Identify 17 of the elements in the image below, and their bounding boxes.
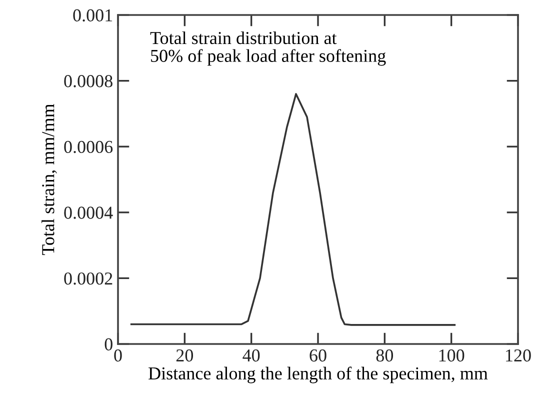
x-axis-title: Distance along the length of the specimen, mm xyxy=(148,366,488,384)
x-tick-label: 40 xyxy=(242,349,260,362)
x-tick-label: 120 xyxy=(506,349,531,362)
x-tick-label: 20 xyxy=(176,349,194,362)
x-tick-label: 0 xyxy=(114,349,122,362)
y-tick-label: 0.001 xyxy=(73,9,112,22)
y-tick-label: 0.0008 xyxy=(64,75,112,88)
y-axis-title: Total strain, mm/mm xyxy=(42,104,57,256)
y-tick-label: 0.0004 xyxy=(64,206,113,219)
x-tick-label: 100 xyxy=(439,349,464,362)
y-tick-label: 0.0006 xyxy=(64,140,113,154)
line-series xyxy=(130,93,456,326)
y-tick-label: 0.0002 xyxy=(64,272,112,285)
x-tick-label: 60 xyxy=(310,349,326,362)
annotation: Total strain distribution at 50% of peak load after softening xyxy=(150,31,386,66)
x-tick-label: 80 xyxy=(376,349,394,362)
y-tick-label: 0 xyxy=(104,338,112,350)
